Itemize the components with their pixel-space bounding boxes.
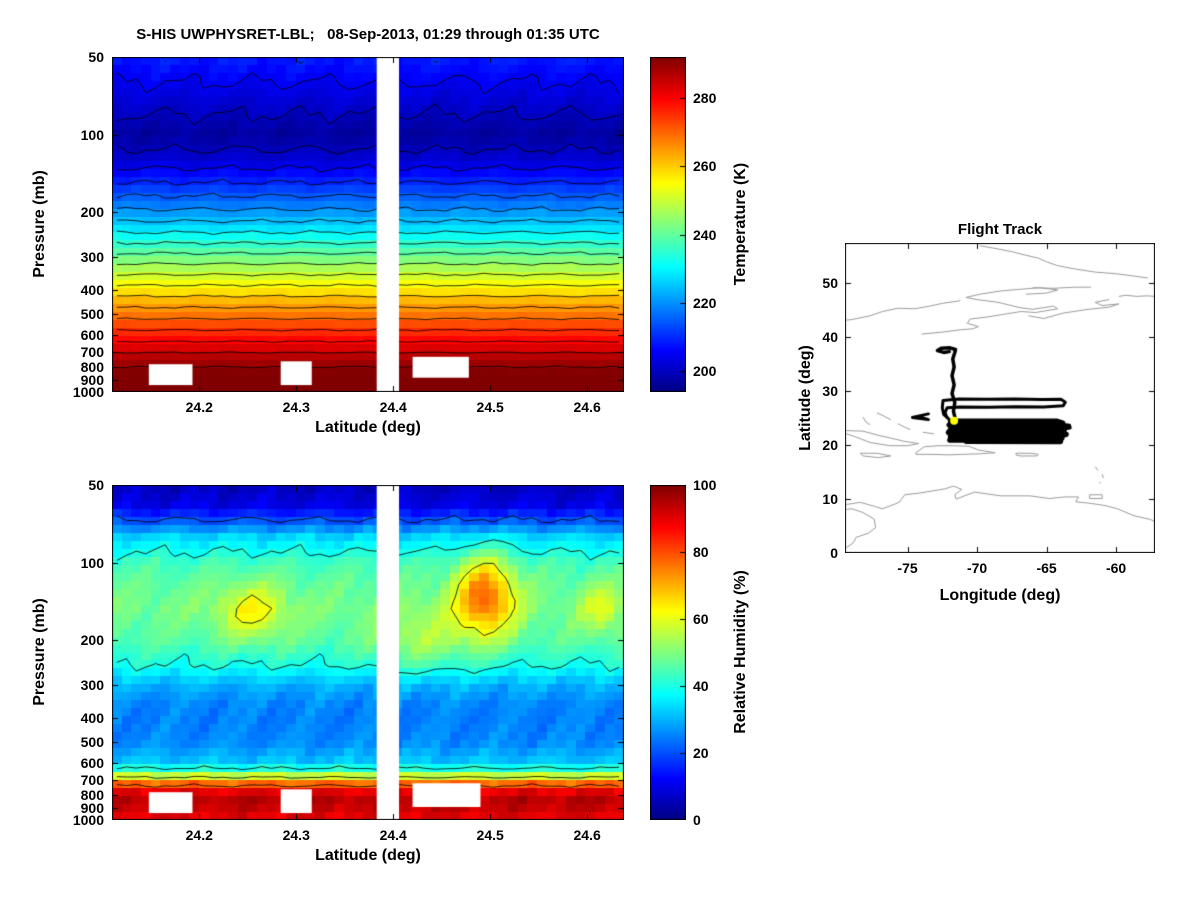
y-tick-label: 800 (80, 787, 104, 804)
humidity-y-axis-label: Pressure (mb) (31, 598, 48, 706)
y-tick-label: 200 (80, 204, 104, 221)
map-y-tick-label: 0 (830, 545, 838, 561)
x-tick-label: 24.5 (476, 399, 504, 415)
colorbar-tick-label: 240 (693, 226, 717, 243)
map-y-tick-label: 50 (822, 275, 838, 292)
colorbar-tick-label: 80 (693, 544, 709, 560)
y-tick-label: 1000 (72, 384, 104, 400)
map-y-axis-label: Latitude (deg) (797, 345, 814, 451)
temperature-y-axis-label: Pressure (mb) (31, 170, 48, 278)
y-tick-label: 500 (80, 306, 104, 323)
y-tick-label: 800 (80, 359, 104, 376)
x-tick-label: 24.6 (573, 399, 601, 415)
map-x-tick-label: -75 (897, 560, 918, 576)
colorbar-tick-label: 60 (693, 611, 709, 627)
temperature-colorbar-canvas (650, 57, 686, 392)
colorbar-tick-label: 0 (693, 812, 701, 828)
x-tick-label: 24.2 (185, 827, 213, 843)
humidity-colorbar-canvas (650, 485, 686, 820)
colorbar-tick-label: 100 (693, 477, 717, 493)
x-tick-label: 24.2 (185, 399, 213, 415)
y-tick-label: 600 (80, 326, 104, 343)
colorbar-tick-label: 280 (693, 90, 717, 107)
humidity-heatmap-canvas (112, 485, 624, 820)
y-tick-label: 600 (80, 754, 104, 771)
y-tick-label: 700 (80, 772, 104, 789)
colorbar-tick-label: 220 (693, 295, 717, 312)
y-tick-label: 300 (80, 249, 104, 266)
map-y-tick-label: 30 (822, 383, 838, 400)
x-tick-label: 24.4 (379, 827, 407, 843)
map-y-tick-label: 10 (822, 491, 838, 508)
colorbar-tick-label: 20 (693, 745, 709, 761)
map-y-tick-label: 40 (822, 329, 838, 346)
y-tick-label: 100 (80, 554, 104, 571)
flight-track-map-canvas (845, 243, 1155, 553)
flight-track-title: Flight Track (957, 221, 1043, 238)
map-x-tick-label: -60 (1105, 560, 1127, 576)
colorbar-tick-label: 40 (693, 678, 709, 694)
y-tick-label: 400 (80, 281, 104, 298)
temperature-heatmap-canvas (112, 57, 624, 392)
y-tick-label: 400 (80, 709, 104, 726)
colorbar-tick-label: 260 (693, 158, 717, 175)
y-tick-label: 300 (80, 677, 104, 694)
y-tick-label: 100 (80, 126, 104, 143)
colorbar-tick-label: 200 (693, 363, 717, 380)
map-x-tick-label: -65 (1036, 560, 1057, 576)
temperature-x-axis-label: Latitude (deg) (315, 419, 421, 436)
y-tick-label: 50 (88, 477, 104, 493)
y-tick-label: 700 (80, 344, 104, 361)
temperature-plot-title: S-HIS UWPHYSRET-LBL; 08-Sep-2013, 01:29 … (136, 26, 600, 43)
y-tick-label: 500 (80, 734, 104, 751)
map-x-tick-label: -70 (966, 560, 988, 576)
y-tick-label: 50 (88, 49, 104, 65)
humidity-x-axis-label: Latitude (deg) (315, 847, 421, 864)
temperature-colorbar-label: Temperature (K) (732, 162, 749, 286)
x-tick-label: 24.4 (379, 399, 407, 415)
y-tick-label: 900 (80, 800, 104, 817)
map-y-tick-label: 20 (822, 437, 838, 454)
x-tick-label: 24.5 (476, 827, 504, 843)
x-tick-label: 24.3 (282, 399, 310, 415)
humidity-colorbar-label: Relative Humidity (%) (732, 570, 749, 734)
x-tick-label: 24.6 (573, 827, 601, 843)
y-tick-label: 200 (80, 632, 104, 649)
x-tick-label: 24.3 (282, 827, 310, 843)
y-tick-label: 900 (80, 372, 104, 389)
y-tick-label: 1000 (72, 812, 104, 828)
map-x-axis-label: Longitude (deg) (939, 587, 1061, 604)
